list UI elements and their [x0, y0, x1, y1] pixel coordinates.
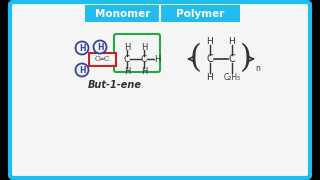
Text: C: C	[228, 54, 236, 64]
Circle shape	[76, 42, 89, 55]
FancyBboxPatch shape	[89, 53, 116, 66]
Text: C═C: C═C	[94, 55, 110, 63]
Text: H: H	[154, 55, 160, 64]
Text: Polymer: Polymer	[176, 8, 224, 19]
Text: n: n	[256, 64, 260, 73]
Text: H: H	[79, 66, 85, 75]
Text: H: H	[97, 42, 103, 51]
Circle shape	[93, 40, 107, 53]
Text: H: H	[124, 66, 130, 75]
Text: H: H	[124, 42, 130, 51]
Circle shape	[76, 64, 89, 76]
Text: ): )	[240, 44, 252, 75]
Bar	[85, 5, 240, 22]
Text: C: C	[124, 55, 130, 64]
Text: H: H	[207, 37, 213, 46]
FancyBboxPatch shape	[10, 2, 310, 178]
Text: H: H	[141, 42, 147, 51]
FancyBboxPatch shape	[114, 34, 160, 72]
Text: But-1-ene: But-1-ene	[88, 80, 142, 90]
Text: C: C	[141, 55, 147, 64]
Text: C: C	[207, 54, 213, 64]
Text: (: (	[190, 44, 202, 75]
Text: H: H	[141, 66, 147, 75]
Text: H: H	[79, 44, 85, 53]
Text: H: H	[207, 73, 213, 82]
Text: H: H	[228, 37, 236, 46]
Text: Monomer: Monomer	[95, 8, 150, 19]
Text: C₂H₅: C₂H₅	[223, 73, 241, 82]
